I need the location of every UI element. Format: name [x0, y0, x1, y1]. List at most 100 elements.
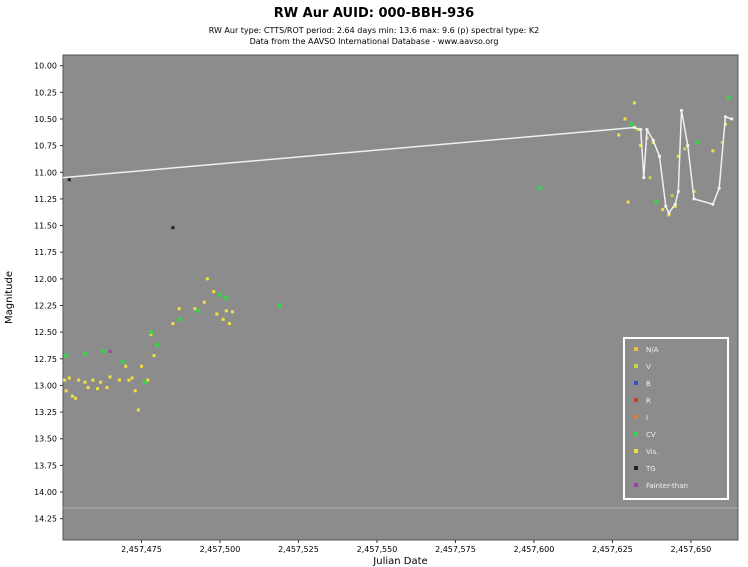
x-tick-label: 2,457,575 [435, 545, 476, 554]
chart-title: RW Aur AUID: 000-BBH-936 [273, 6, 475, 21]
data-point-vis- [118, 378, 122, 382]
legend-label: Fainter-than [646, 482, 688, 490]
data-point-vis- [67, 376, 71, 380]
legend: N/A V B R I CV Vis. TG Fainter-than [623, 337, 729, 500]
data-point-cv [155, 342, 160, 347]
chart-source-line: Data from the AAVSO International Databa… [249, 37, 499, 46]
legend-box [623, 337, 729, 500]
fit-line-vertex [632, 125, 636, 130]
x-tick-label: 2,457,550 [357, 545, 398, 554]
data-point-vis- [676, 154, 680, 158]
data-point-v [670, 194, 674, 198]
data-point-cv [277, 303, 282, 308]
fit-line-vertex [664, 204, 668, 208]
legend-swatch [634, 483, 638, 487]
legend-swatch [634, 466, 638, 470]
fit-line-vertex [730, 117, 734, 121]
data-point-vis- [193, 307, 197, 311]
y-tick-label: 14.00 [34, 488, 57, 497]
data-point-vis- [632, 101, 636, 105]
y-tick-label: 13.75 [34, 461, 57, 470]
data-point-vis- [673, 204, 677, 208]
data-point-cv [695, 140, 700, 145]
y-tick-label: 12.00 [34, 275, 57, 284]
fit-line-vertex [723, 115, 728, 119]
data-point-v [636, 128, 640, 132]
data-point-cv [629, 122, 634, 127]
legend-label: R [646, 397, 651, 405]
data-point-vis- [136, 408, 140, 412]
fit-line-vertex [686, 144, 690, 148]
y-tick-label: 10.00 [34, 62, 57, 71]
data-point-cv [177, 317, 182, 322]
plot-frame [62, 54, 739, 541]
data-point-vis- [617, 133, 621, 137]
y-tick-label: 11.25 [34, 195, 57, 204]
data-point-vis- [152, 354, 156, 358]
data-point-vis- [215, 312, 219, 316]
legend-label: I [646, 414, 648, 422]
x-tick-label: 2,457,600 [514, 545, 555, 554]
data-point-vis- [63, 378, 67, 382]
data-point-cv [196, 308, 200, 313]
data-point-cv [538, 186, 543, 191]
fit-line-vertex [657, 154, 662, 158]
data-point-vis- [86, 386, 90, 390]
chart-subtitle: RW Aur type: CTTS/ROT period: 2.64 days … [208, 26, 540, 35]
y-tick-label: 11.00 [34, 168, 57, 177]
fit-line-vertex [679, 108, 684, 113]
data-point-vis- [626, 200, 630, 204]
y-tick-label: 13.50 [34, 435, 57, 444]
data-point-vis- [96, 387, 100, 391]
data-point-vis- [177, 307, 181, 311]
y-tick-label: 13.25 [34, 408, 57, 417]
y-tick-label: 10.75 [34, 142, 57, 151]
fit-line-vertex [639, 128, 643, 132]
legend-label: TG [645, 465, 656, 473]
x-axis-label: Julian Date [372, 556, 427, 567]
fit-line-vertex [667, 211, 671, 215]
fit-line-vertex [676, 189, 680, 194]
legend-swatch [634, 398, 638, 402]
data-point-cv [82, 351, 87, 356]
data-point-vis- [221, 317, 225, 321]
data-point-vis- [127, 378, 131, 382]
y-axis-label: Magnitude [4, 271, 15, 324]
legend-label: Vis. [646, 448, 658, 456]
data-point-cv [142, 380, 147, 385]
data-point-vis- [227, 322, 231, 326]
x-tick-label: 2,457,500 [200, 545, 241, 554]
data-point-vis- [149, 332, 153, 336]
data-point-fainter-than [108, 349, 112, 353]
y-tick-label: 12.50 [34, 328, 57, 337]
data-point-vis- [105, 386, 109, 390]
data-point-vis- [70, 394, 74, 398]
data-point-cv [217, 292, 222, 297]
data-point-cv [64, 353, 69, 358]
data-point-vis- [83, 380, 87, 384]
legend-swatch [634, 432, 638, 436]
data-point-cv [101, 349, 106, 354]
y-tick-label: 10.25 [34, 88, 57, 97]
data-point-vis- [99, 380, 103, 384]
data-point-vis- [64, 389, 68, 393]
legend-label: B [646, 380, 651, 388]
data-point-vis- [212, 290, 216, 294]
fit-line-vertex [642, 175, 646, 180]
x-tick-label: 2,457,650 [671, 545, 712, 554]
y-tick-label: 12.75 [34, 355, 57, 364]
legend-swatch [634, 415, 638, 419]
legend-label: CV [646, 431, 656, 439]
data-point-v [683, 147, 687, 151]
legend-swatch [634, 364, 638, 368]
fit-line-vertex [673, 202, 677, 206]
data-point-vis- [139, 364, 143, 368]
data-point-vis- [205, 277, 209, 281]
y-tick-label: 12.25 [34, 301, 57, 310]
data-point-vis- [91, 378, 95, 382]
data-point-cv [726, 95, 731, 100]
y-tick-label: 14.25 [34, 515, 57, 524]
data-point-vis- [623, 117, 627, 121]
data-point-vis- [639, 144, 643, 148]
